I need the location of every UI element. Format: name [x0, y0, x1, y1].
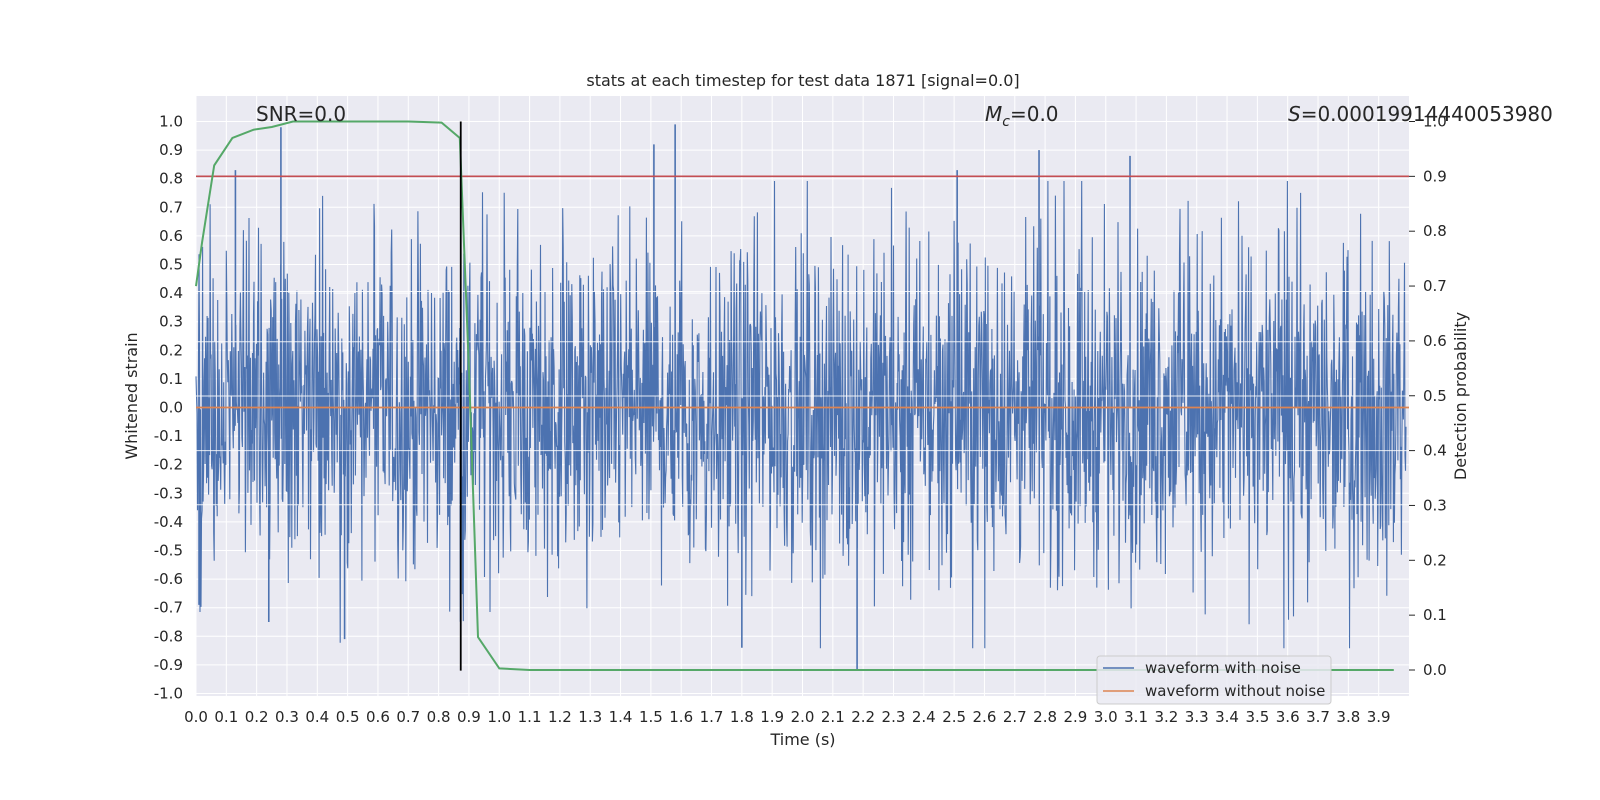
x-tick-label: 0.5: [336, 708, 360, 726]
y-tick-label: 0.4: [159, 284, 183, 302]
y-tick-label: -1.0: [154, 685, 183, 703]
y-tick-label: -0.7: [154, 599, 183, 617]
y2-tick-label: 0.2: [1423, 551, 1447, 569]
y-axis-label: Whitened strain: [122, 332, 141, 459]
x-tick-label: 3.7: [1306, 708, 1330, 726]
x-tick-label: 0.4: [305, 708, 329, 726]
x-tick-label: 3.2: [1154, 708, 1178, 726]
x-tick-label: 2.9: [1063, 708, 1087, 726]
y-tick-label: -0.6: [154, 570, 183, 588]
detection-probability-line: [195, 120, 1394, 671]
x-tick-label: 3.4: [1215, 708, 1239, 726]
y-tick-label: 0.8: [159, 170, 183, 188]
mc-symbol: M: [985, 102, 1002, 126]
y2-tick-label: 0.3: [1423, 496, 1447, 514]
y2-tick-label: 0.4: [1423, 442, 1447, 460]
noise-waveform-line: [195, 180, 1407, 649]
y2-axis-label: Detection probability: [1451, 312, 1470, 480]
x-tick-label: 0.9: [457, 708, 481, 726]
x-tick-label: 3.3: [1185, 708, 1209, 726]
chart-title: stats at each timestep for test data 187…: [586, 71, 1019, 90]
x-tick-label: 3.1: [1124, 708, 1148, 726]
left-y-axis-ticks: -1.0 -0.9 -0.8 -0.7 -0.6 -0.5 -0.4 -0.3 -0.2 -0.1…: [154, 113, 183, 703]
overlay-layer: [195, 120, 1409, 671]
y2-tick-label: 0.7: [1423, 277, 1447, 295]
x-tick-label: 2.1: [821, 708, 845, 726]
x-tick-label: 0.6: [366, 708, 390, 726]
y-tick-label: 0.2: [159, 341, 183, 359]
x-tick-label: 3.8: [1336, 708, 1360, 726]
x-tick-label: 2.7: [1003, 708, 1027, 726]
y-tick-label: -0.4: [154, 513, 183, 531]
y-tick-label: 0.5: [159, 256, 183, 274]
x-tick-label: 1.8: [730, 708, 754, 726]
x-tick-label: 0.2: [245, 708, 269, 726]
y-tick-label: 0.7: [159, 198, 183, 216]
x-tick-label: 1.3: [578, 708, 602, 726]
y-tick-label: -0.5: [154, 542, 183, 560]
x-tick-label: 1.7: [700, 708, 724, 726]
mc-value: =0.0: [1010, 102, 1059, 126]
legend-box: [1096, 655, 1332, 705]
y2-tick-label: 0.0: [1423, 661, 1447, 679]
legend-noise-label: waveform with noise: [1145, 659, 1301, 677]
x-tick-label: 2.5: [942, 708, 966, 726]
y2-tick-label: 0.6: [1423, 332, 1447, 350]
y-tick-label: 0.0: [159, 399, 183, 417]
y2-tick-label: 0.9: [1423, 167, 1447, 185]
y-tick-label: -0.9: [154, 656, 183, 674]
x-tick-label: 3.0: [1094, 708, 1118, 726]
x-tick-label: 1.2: [548, 708, 572, 726]
y2-tick-label: 0.8: [1423, 222, 1447, 240]
s-symbol: S: [1288, 102, 1301, 126]
x-tick-label: 2.8: [1033, 708, 1057, 726]
y-tick-label: 0.9: [159, 141, 183, 159]
mc-subscript: c: [1002, 114, 1010, 130]
x-axis-ticks: 0.0 0.1 0.2 0.3 0.4 0.5 0.6 0.7 0.8 0.9 1.0 1.1 1.2 1…: [184, 708, 1391, 726]
x-axis-label: Time (s): [769, 730, 835, 749]
noise-waveform-series: [195, 124, 1407, 671]
y2-tick-label: 1.0: [1423, 113, 1447, 131]
y2-tick-label: 0.5: [1423, 387, 1447, 405]
x-tick-label: 0.1: [214, 708, 238, 726]
y-tick-label: -0.8: [154, 627, 183, 645]
y2-tick-label: 0.1: [1423, 606, 1447, 624]
x-tick-label: 3.9: [1367, 708, 1391, 726]
x-tick-label: 2.0: [791, 708, 815, 726]
y-tick-label: -0.3: [154, 484, 183, 502]
x-tick-label: 2.2: [851, 708, 875, 726]
mc-annotation: Mc=0.0: [985, 102, 1059, 130]
s-value: =0.00019914440053980: [1301, 102, 1553, 126]
x-tick-label: 1.1: [518, 708, 542, 726]
x-tick-label: 2.4: [912, 708, 936, 726]
x-tick-label: 3.5: [1245, 708, 1269, 726]
x-tick-label: 1.0: [487, 708, 511, 726]
x-tick-label: 1.6: [669, 708, 693, 726]
x-tick-label: 0.0: [184, 708, 208, 726]
s-annotation: S=0.00019914440053980: [1288, 102, 1553, 126]
x-tick-label: 0.7: [396, 708, 420, 726]
x-tick-label: 1.5: [639, 708, 663, 726]
x-tick-label: 0.8: [427, 708, 451, 726]
legend: waveform with noise waveform without noi…: [1096, 655, 1332, 705]
y-tick-label: 0.1: [159, 370, 183, 388]
x-tick-label: 0.3: [275, 708, 299, 726]
y-tick-label: -0.1: [154, 427, 183, 445]
x-tick-label: 1.9: [760, 708, 784, 726]
y-tick-label: 1.0: [159, 113, 183, 131]
x-tick-label: 2.3: [882, 708, 906, 726]
y-tick-label: -0.2: [154, 456, 183, 474]
right-y-axis-ticks: 0.0 0.1 0.2 0.3 0.4 0.5 0.6 0.7 0.8 0.9 1.0: [1409, 113, 1447, 679]
y-tick-label: 0.6: [159, 227, 183, 245]
legend-clean-label: waveform without noise: [1145, 682, 1325, 700]
snr-annotation: SNR=0.0: [256, 102, 346, 126]
x-tick-label: 3.6: [1276, 708, 1300, 726]
y-tick-label: 0.3: [159, 313, 183, 331]
x-tick-label: 2.6: [973, 708, 997, 726]
x-tick-label: 1.4: [609, 708, 633, 726]
